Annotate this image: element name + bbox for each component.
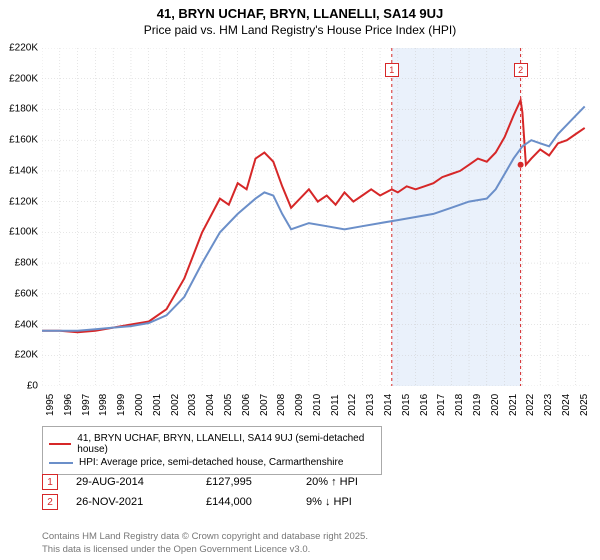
footer-line1: Contains HM Land Registry data © Crown c… bbox=[42, 531, 368, 543]
y-tick-label: £0 bbox=[27, 381, 38, 392]
y-tick-label: £100K bbox=[9, 227, 38, 238]
x-tick-label: 2004 bbox=[205, 394, 216, 416]
y-tick-label: £220K bbox=[9, 43, 38, 54]
x-tick-label: 2024 bbox=[561, 394, 572, 416]
x-tick-label: 2000 bbox=[134, 394, 145, 416]
x-tick-label: 2023 bbox=[543, 394, 554, 416]
chart-title-line2: Price paid vs. HM Land Registry's House … bbox=[0, 23, 600, 37]
legend: 41, BRYN UCHAF, BRYN, LLANELLI, SA14 9UJ… bbox=[42, 426, 382, 475]
x-tick-label: 1997 bbox=[81, 394, 92, 416]
y-tick-label: £20K bbox=[15, 350, 38, 361]
legend-label: 41, BRYN UCHAF, BRYN, LLANELLI, SA14 9UJ… bbox=[77, 433, 375, 455]
marker-diff: 9% ↓ HPI bbox=[306, 496, 426, 508]
marker-row: 2 26-NOV-2021£144,0009% ↓ HPI bbox=[42, 494, 562, 510]
marker-badge: 2 bbox=[42, 494, 58, 510]
chart-marker-2: 2 bbox=[514, 63, 528, 77]
x-tick-label: 2011 bbox=[330, 394, 341, 416]
x-tick-label: 2005 bbox=[223, 394, 234, 416]
x-tick-label: 2007 bbox=[259, 394, 270, 416]
marker-row: 1 29-AUG-2014£127,99520% ↑ HPI bbox=[42, 474, 562, 490]
x-tick-label: 2016 bbox=[419, 394, 430, 416]
legend-item: 41, BRYN UCHAF, BRYN, LLANELLI, SA14 9UJ… bbox=[49, 433, 375, 455]
chart-title-block: 41, BRYN UCHAF, BRYN, LLANELLI, SA14 9UJ… bbox=[0, 0, 600, 37]
marker-badge: 1 bbox=[42, 474, 58, 490]
footer-line2: This data is licensed under the Open Gov… bbox=[42, 544, 368, 556]
marker-diff: 20% ↑ HPI bbox=[306, 476, 426, 488]
y-tick-label: £160K bbox=[9, 135, 38, 146]
legend-label: HPI: Average price, semi-detached house,… bbox=[79, 457, 343, 468]
x-tick-label: 2013 bbox=[365, 394, 376, 416]
marker-price: £127,995 bbox=[206, 476, 306, 488]
chart-plot-area: 12 bbox=[42, 48, 590, 386]
x-tick-label: 2001 bbox=[152, 394, 163, 416]
x-tick-label: 2009 bbox=[294, 394, 305, 416]
x-tick-label: 2021 bbox=[508, 394, 519, 416]
y-axis: £0£20K£40K£60K£80K£100K£120K£140K£160K£1… bbox=[0, 48, 40, 386]
y-tick-label: £180K bbox=[9, 104, 38, 115]
marker-date: 26-NOV-2021 bbox=[76, 496, 206, 508]
x-tick-label: 2003 bbox=[187, 394, 198, 416]
x-tick-label: 1995 bbox=[45, 394, 56, 416]
x-tick-label: 2017 bbox=[436, 394, 447, 416]
x-tick-label: 1999 bbox=[116, 394, 127, 416]
marker-price: £144,000 bbox=[206, 496, 306, 508]
x-tick-label: 2014 bbox=[383, 394, 394, 416]
legend-item: HPI: Average price, semi-detached house,… bbox=[49, 457, 375, 468]
x-tick-label: 1998 bbox=[98, 394, 109, 416]
x-tick-label: 2012 bbox=[347, 394, 358, 416]
chart-title-line1: 41, BRYN UCHAF, BRYN, LLANELLI, SA14 9UJ bbox=[0, 6, 600, 21]
x-tick-label: 2019 bbox=[472, 394, 483, 416]
legend-swatch bbox=[49, 462, 73, 464]
footer-attribution: Contains HM Land Registry data © Crown c… bbox=[42, 531, 368, 556]
x-tick-label: 2020 bbox=[490, 394, 501, 416]
y-tick-label: £140K bbox=[9, 165, 38, 176]
x-tick-label: 2002 bbox=[170, 394, 181, 416]
x-tick-label: 2015 bbox=[401, 394, 412, 416]
chart-svg bbox=[42, 48, 590, 386]
x-tick-label: 2025 bbox=[579, 394, 590, 416]
x-tick-label: 2010 bbox=[312, 394, 323, 416]
x-axis: 1995 1996 1997 1998 1999 2000 2001 2002 2003 2004… bbox=[42, 386, 590, 426]
marker-table: 1 29-AUG-2014£127,99520% ↑ HPI 2 26-NOV-202… bbox=[42, 470, 562, 514]
legend-swatch bbox=[49, 443, 71, 445]
x-tick-label: 1996 bbox=[63, 394, 74, 416]
x-tick-label: 2018 bbox=[454, 394, 465, 416]
marker-date: 29-AUG-2014 bbox=[76, 476, 206, 488]
y-tick-label: £80K bbox=[15, 258, 38, 269]
x-tick-label: 2022 bbox=[525, 394, 536, 416]
y-tick-label: £40K bbox=[15, 319, 38, 330]
x-tick-label: 2006 bbox=[241, 394, 252, 416]
y-tick-label: £60K bbox=[15, 288, 38, 299]
y-tick-label: £200K bbox=[9, 73, 38, 84]
chart-marker-1: 1 bbox=[385, 63, 399, 77]
x-tick-label: 2008 bbox=[276, 394, 287, 416]
y-tick-label: £120K bbox=[9, 196, 38, 207]
